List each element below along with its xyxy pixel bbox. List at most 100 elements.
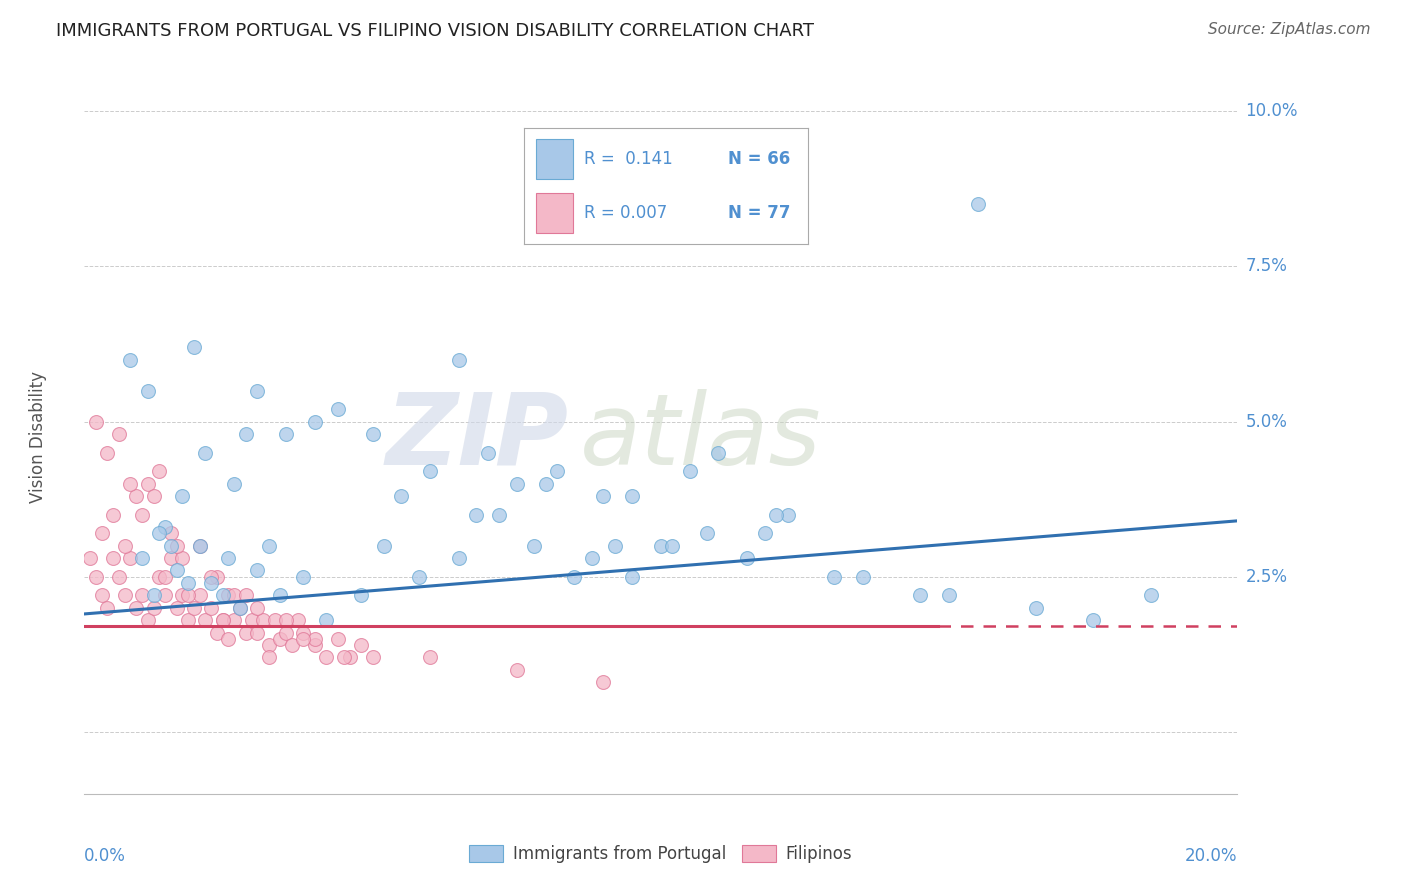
Point	[235, 588, 257, 602]
Point	[287, 613, 309, 627]
Point	[546, 464, 568, 478]
Point	[131, 551, 153, 566]
Point	[177, 575, 200, 590]
Point	[419, 464, 441, 478]
Point	[292, 625, 315, 640]
Point	[148, 464, 170, 478]
Point	[257, 650, 280, 665]
Point	[188, 588, 211, 602]
Point	[707, 445, 730, 459]
Point	[373, 539, 395, 553]
Point	[339, 650, 361, 665]
Text: 5.0%: 5.0%	[1246, 413, 1288, 431]
Point	[103, 508, 124, 522]
Point	[1025, 600, 1047, 615]
Point	[938, 588, 960, 602]
Point	[235, 625, 257, 640]
Point	[108, 427, 131, 442]
Point	[166, 600, 188, 615]
Point	[79, 551, 101, 566]
Point	[229, 600, 252, 615]
Point	[737, 551, 759, 566]
Point	[160, 539, 183, 553]
Point	[967, 197, 990, 211]
Point	[269, 632, 291, 646]
Point	[350, 638, 373, 652]
Point	[194, 613, 217, 627]
Text: IMMIGRANTS FROM PORTUGAL VS FILIPINO VISION DISABILITY CORRELATION CHART: IMMIGRANTS FROM PORTUGAL VS FILIPINO VIS…	[56, 22, 814, 40]
Point	[142, 588, 165, 602]
Point	[276, 427, 298, 442]
Point	[160, 526, 183, 541]
Point	[650, 539, 672, 553]
Point	[114, 539, 136, 553]
Point	[276, 613, 298, 627]
Point	[304, 632, 326, 646]
Point	[1140, 588, 1163, 602]
Point	[477, 445, 499, 459]
Point	[211, 613, 233, 627]
Point	[218, 632, 240, 646]
Point	[246, 625, 269, 640]
Point	[188, 539, 211, 553]
Point	[263, 613, 285, 627]
Point	[84, 415, 107, 429]
Point	[172, 588, 194, 602]
Point	[136, 384, 159, 398]
Point	[148, 526, 170, 541]
Point	[506, 663, 529, 677]
Point	[823, 570, 845, 584]
Point	[153, 520, 176, 534]
Point	[120, 476, 142, 491]
Point	[218, 551, 240, 566]
Text: 0.0%: 0.0%	[84, 847, 127, 865]
Point	[449, 352, 471, 367]
Point	[754, 526, 776, 541]
Point	[224, 476, 246, 491]
Point	[765, 508, 787, 522]
Point	[292, 632, 315, 646]
Point	[211, 613, 233, 627]
Point	[592, 675, 614, 690]
Point	[252, 613, 274, 627]
Point	[160, 551, 183, 566]
Point	[142, 600, 165, 615]
Point	[84, 570, 107, 584]
Point	[246, 564, 269, 578]
Point	[361, 427, 384, 442]
Point	[153, 570, 176, 584]
Point	[465, 508, 488, 522]
Text: atlas: atlas	[581, 389, 821, 485]
Point	[326, 402, 349, 417]
Point	[523, 539, 546, 553]
Point	[408, 570, 430, 584]
Point	[581, 551, 603, 566]
Point	[96, 600, 118, 615]
Point	[205, 625, 228, 640]
Point	[488, 508, 510, 522]
Point	[449, 551, 471, 566]
Point	[603, 539, 626, 553]
Point	[200, 570, 222, 584]
Legend: Immigrants from Portugal, Filipinos: Immigrants from Portugal, Filipinos	[461, 837, 860, 871]
Point	[166, 564, 188, 578]
Text: R = 0.007: R = 0.007	[583, 204, 668, 222]
Point	[103, 551, 124, 566]
Point	[776, 508, 799, 522]
Point	[177, 613, 200, 627]
Point	[592, 489, 614, 503]
Text: N = 66: N = 66	[728, 150, 790, 169]
Point	[224, 588, 246, 602]
Point	[304, 638, 326, 652]
Text: R =  0.141: R = 0.141	[583, 150, 672, 169]
Point	[205, 570, 228, 584]
Point	[257, 539, 280, 553]
Point	[177, 588, 200, 602]
Point	[218, 588, 240, 602]
Point	[246, 600, 269, 615]
Point	[136, 476, 159, 491]
Point	[661, 539, 683, 553]
Point	[131, 588, 153, 602]
Point	[96, 445, 118, 459]
Point	[229, 600, 252, 615]
